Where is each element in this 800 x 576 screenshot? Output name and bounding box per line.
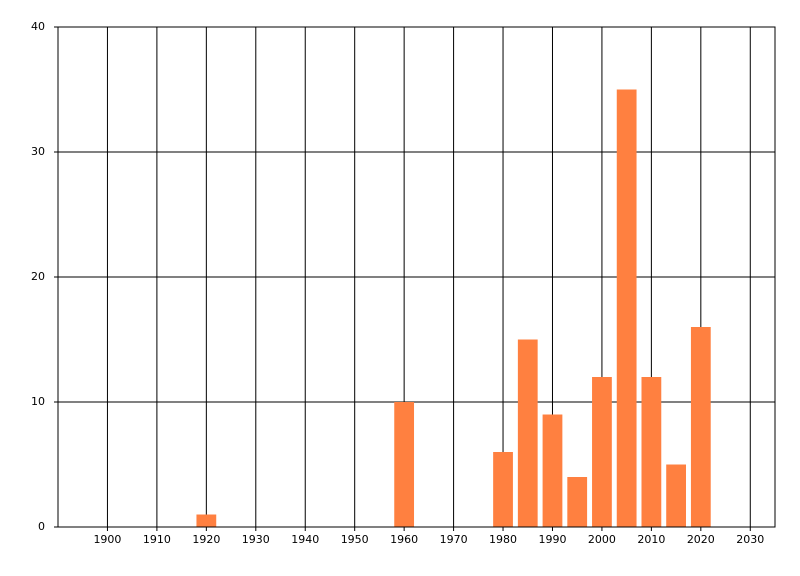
bar bbox=[592, 377, 612, 527]
x-tick-label: 1910 bbox=[143, 533, 171, 546]
bar bbox=[517, 339, 538, 527]
x-tick-label: 1980 bbox=[489, 533, 517, 546]
x-tick-label: 1990 bbox=[538, 533, 566, 546]
bar bbox=[567, 477, 588, 527]
bar bbox=[641, 377, 662, 527]
bar bbox=[542, 414, 563, 527]
x-tick-label: 1920 bbox=[192, 533, 220, 546]
y-tick-label: 40 bbox=[31, 20, 45, 33]
bar bbox=[493, 452, 513, 527]
x-tick-label: 2030 bbox=[736, 533, 764, 546]
x-tick-label: 1900 bbox=[93, 533, 121, 546]
x-tick-label: 1930 bbox=[242, 533, 270, 546]
bar bbox=[690, 327, 711, 527]
bar bbox=[666, 464, 686, 527]
bar bbox=[616, 89, 637, 527]
y-tick-label: 0 bbox=[38, 520, 45, 533]
x-tick-label: 2000 bbox=[588, 533, 616, 546]
x-tick-label: 2010 bbox=[637, 533, 665, 546]
y-tick-label: 30 bbox=[31, 145, 45, 158]
bar bbox=[394, 402, 415, 527]
y-tick-label: 10 bbox=[31, 395, 45, 408]
x-tick-label: 1940 bbox=[291, 533, 319, 546]
x-tick-label: 1950 bbox=[341, 533, 369, 546]
x-tick-label: 1970 bbox=[440, 533, 468, 546]
bar bbox=[196, 514, 217, 527]
y-tick-label: 20 bbox=[31, 270, 45, 283]
x-tick-label: 2020 bbox=[687, 533, 715, 546]
x-tick-label: 1960 bbox=[390, 533, 418, 546]
